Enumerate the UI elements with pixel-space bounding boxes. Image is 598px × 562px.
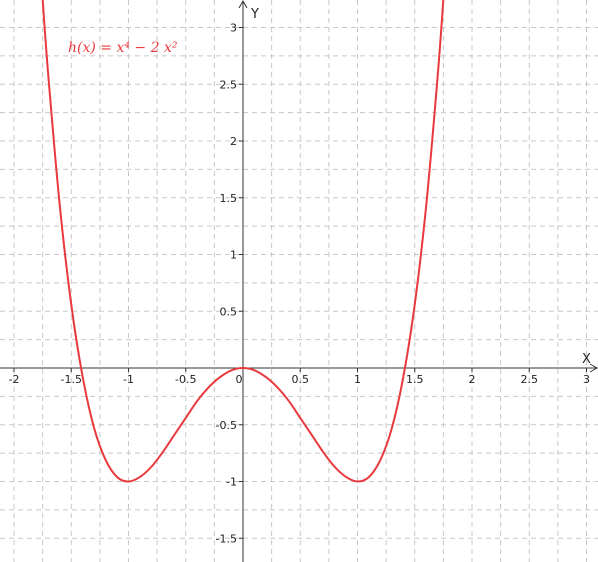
tick-labels: -2 -1.5 -1 -0.5 0 0.5 1 1.5 2 2.5 3 -1.5 -1 -0.5 0.5 1 1… <box>9 22 590 546</box>
curves <box>41 0 445 483</box>
x-tick-label: -0.5 <box>175 373 196 386</box>
x-tick-label: 3 <box>583 373 590 386</box>
y-tick-label: 2.5 <box>220 78 238 91</box>
series-line <box>41 0 445 483</box>
y-tick-label: -1.5 <box>216 532 237 545</box>
y-axis-label: Y <box>250 7 259 22</box>
x-tick-label: 1 <box>354 373 361 386</box>
x-tick-label: 0 <box>236 373 243 386</box>
x-tick-label: -2 <box>9 373 20 386</box>
y-axis-arrow-icon <box>238 0 248 9</box>
x-tick-label: -1 <box>123 373 134 386</box>
x-tick-label: 1.5 <box>406 373 424 386</box>
y-tick-label: 0.5 <box>220 305 238 318</box>
x-tick-label: 2.5 <box>521 373 539 386</box>
y-tick-label: -1 <box>226 476 237 489</box>
x-tick-label: -1.5 <box>61 373 82 386</box>
y-tick-label: 1.5 <box>220 192 238 205</box>
x-axis-label: X <box>582 352 591 367</box>
x-axis-arrow-icon <box>589 363 598 373</box>
x-tick-label: 0.5 <box>292 373 310 386</box>
x-tick-label: 2 <box>469 373 476 386</box>
y-tick-label: 3 <box>230 22 237 35</box>
function-label: h(x) = x⁴ − 2 x² <box>68 40 178 56</box>
y-tick-label: 1 <box>230 249 237 262</box>
y-tick-label: -0.5 <box>216 419 237 432</box>
y-tick-label: 2 <box>230 135 237 148</box>
